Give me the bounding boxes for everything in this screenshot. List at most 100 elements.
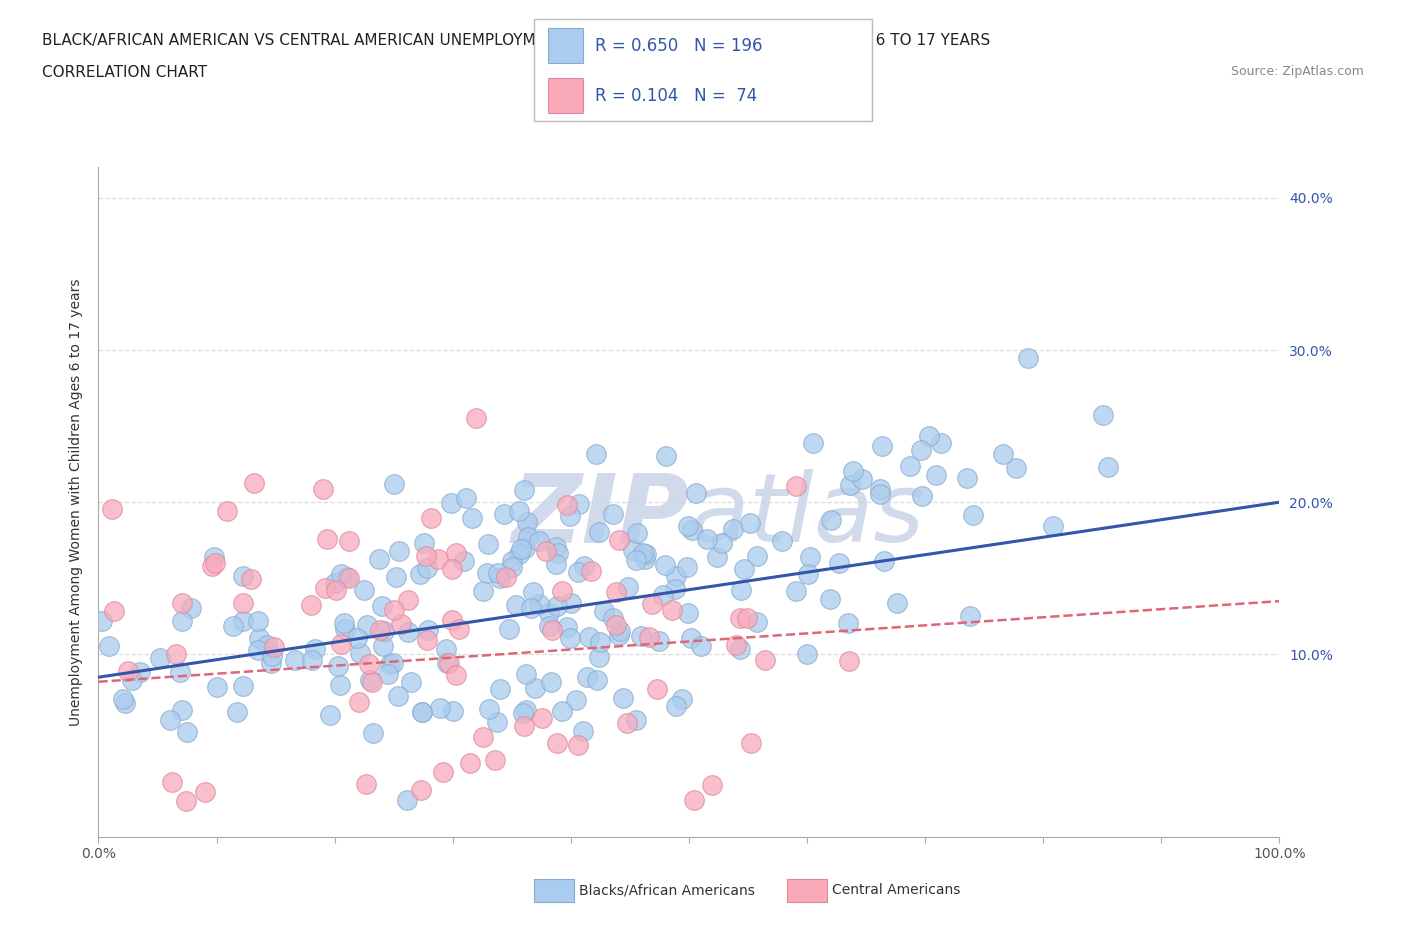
Point (567, 565, 589, 579)
Point (515, 541, 537, 556)
Point (797, 567, 820, 582)
Point (501, 559, 523, 574)
Text: R = 0.104   N =  74: R = 0.104 N = 74 (595, 86, 756, 105)
Point (645, 682, 668, 697)
Point (432, 764, 454, 779)
Point (728, 610, 751, 625)
Point (103, 604, 125, 618)
Point (353, 583, 375, 598)
Point (820, 512, 842, 527)
Point (820, 591, 842, 606)
Point (886, 595, 908, 610)
Point (513, 719, 536, 734)
Point (169, 664, 191, 679)
Point (870, 439, 893, 454)
Point (624, 712, 647, 727)
Point (617, 579, 640, 594)
Point (176, 794, 198, 809)
Point (205, 680, 228, 695)
Point (700, 778, 723, 793)
Point (337, 534, 360, 549)
Point (546, 556, 568, 571)
Point (415, 548, 437, 563)
Point (527, 534, 550, 549)
Point (522, 585, 544, 600)
Point (557, 498, 579, 512)
Point (578, 630, 600, 644)
Point (472, 584, 495, 599)
Point (416, 561, 439, 576)
Point (785, 584, 807, 599)
Point (842, 463, 865, 478)
Point (232, 595, 254, 610)
Point (536, 543, 558, 558)
Point (828, 555, 851, 570)
Point (299, 597, 322, 612)
Point (799, 550, 821, 565)
Point (621, 543, 644, 558)
Point (546, 539, 568, 554)
Point (256, 637, 278, 652)
Point (232, 568, 254, 583)
Point (246, 613, 269, 628)
Point (201, 558, 224, 573)
Point (396, 592, 419, 607)
Point (159, 712, 181, 727)
Point (436, 656, 458, 671)
Point (411, 783, 433, 798)
Point (315, 532, 337, 547)
Point (796, 646, 818, 661)
Point (461, 511, 484, 525)
Point (572, 559, 595, 574)
Point (685, 485, 707, 500)
Point (634, 547, 657, 562)
Point (485, 715, 508, 730)
Point (284, 652, 307, 667)
Point (408, 567, 430, 582)
Point (323, 576, 346, 591)
Point (385, 569, 408, 584)
Point (605, 585, 627, 600)
Point (232, 679, 254, 694)
Point (396, 792, 419, 807)
Point (682, 793, 704, 808)
Point (633, 546, 655, 561)
Point (329, 566, 352, 581)
Point (411, 705, 433, 720)
Point (609, 624, 631, 639)
Point (226, 705, 249, 720)
Point (304, 642, 326, 657)
Point (579, 564, 602, 578)
Point (368, 551, 391, 566)
Point (911, 488, 934, 503)
Point (510, 541, 533, 556)
Point (568, 497, 591, 512)
Point (373, 623, 395, 638)
Point (347, 695, 370, 710)
Text: atlas: atlas (689, 469, 924, 562)
Point (389, 617, 412, 631)
Point (239, 571, 262, 586)
Point (416, 632, 439, 647)
Point (336, 570, 359, 585)
Point (588, 635, 610, 650)
Point (588, 650, 610, 665)
Point (838, 654, 860, 669)
Point (512, 706, 534, 721)
Point (681, 631, 703, 645)
Point (330, 636, 353, 651)
Point (665, 569, 688, 584)
Point (593, 604, 616, 618)
Point (557, 619, 579, 634)
Point (325, 583, 347, 598)
Point (1092, 408, 1115, 423)
Point (454, 490, 477, 505)
Point (260, 656, 283, 671)
Point (492, 507, 515, 522)
Point (301, 652, 323, 667)
Point (602, 611, 624, 626)
Point (630, 629, 652, 644)
Point (335, 621, 357, 636)
Point (585, 446, 607, 461)
Point (541, 622, 564, 637)
